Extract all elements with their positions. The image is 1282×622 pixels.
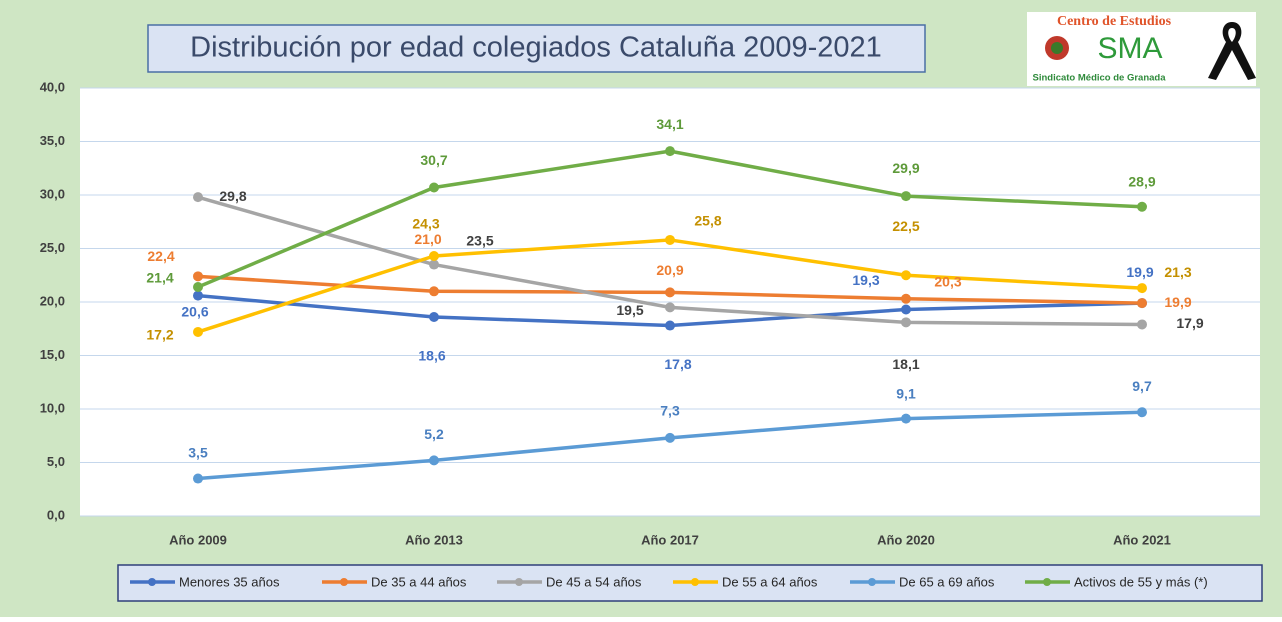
data-point	[901, 304, 911, 315]
data-label: 21,3	[1164, 264, 1191, 280]
data-point	[429, 182, 439, 193]
logo-title: Centro de Estudios	[1057, 14, 1172, 29]
chart-title: Distribución por edad colegiados Cataluñ…	[190, 32, 882, 64]
data-label: 21,0	[414, 231, 441, 247]
y-tick-label: 15,0	[40, 347, 65, 362]
legend-swatch	[340, 578, 348, 586]
data-label: 19,9	[1164, 294, 1191, 310]
data-label: 29,9	[892, 160, 919, 176]
x-tick-label: Año 2021	[1113, 532, 1171, 547]
data-label: 24,3	[412, 216, 439, 232]
data-label: 20,9	[656, 262, 683, 278]
data-point	[193, 326, 203, 337]
data-point	[665, 287, 675, 298]
y-tick-label: 35,0	[40, 133, 65, 148]
data-label: 25,8	[694, 213, 721, 229]
data-label: 9,1	[896, 385, 916, 401]
data-label: 28,9	[1128, 173, 1155, 189]
data-point	[193, 192, 203, 203]
data-point	[901, 293, 911, 304]
data-label: 22,5	[892, 218, 919, 234]
legend-swatch	[515, 578, 523, 586]
legend-label: De 45 a 54 años	[546, 574, 642, 589]
data-label: 19,9	[1126, 264, 1153, 280]
legend-swatch	[148, 578, 156, 586]
data-point	[429, 259, 439, 270]
data-label: 18,1	[892, 356, 919, 372]
data-point	[665, 146, 675, 157]
data-label: 22,4	[147, 248, 174, 264]
data-label: 29,8	[219, 188, 246, 204]
x-tick-label: Año 2020	[877, 532, 935, 547]
data-point	[665, 320, 675, 331]
data-label: 5,2	[424, 426, 444, 442]
data-point	[193, 473, 203, 484]
data-point	[193, 290, 203, 301]
data-point	[429, 286, 439, 297]
data-label: 3,5	[188, 444, 208, 460]
data-label: 20,3	[934, 273, 961, 289]
legend-label: Menores 35 años	[179, 574, 280, 589]
data-label: 9,7	[1132, 378, 1152, 394]
data-point	[1137, 283, 1147, 294]
legend-label: De 35 a 44 años	[371, 574, 467, 589]
data-point	[429, 250, 439, 261]
data-label: 20,6	[181, 303, 208, 319]
data-label: 17,8	[664, 356, 691, 372]
y-tick-label: 40,0	[40, 79, 65, 94]
data-point	[665, 234, 675, 245]
legend-label: De 65 a 69 años	[899, 574, 995, 589]
title-box	[147, 24, 926, 73]
data-point	[429, 311, 439, 322]
data-point	[193, 271, 203, 282]
data-point	[1137, 407, 1147, 418]
x-tick-label: Año 2009	[169, 532, 227, 547]
legend-swatch	[868, 578, 876, 586]
legend-swatch	[1043, 578, 1051, 586]
data-point	[429, 455, 439, 466]
data-point	[193, 282, 203, 293]
data-point	[1137, 319, 1147, 330]
x-tick-label: Año 2017	[641, 532, 699, 547]
legend-label: Activos de 55 y más (*)	[1074, 574, 1208, 589]
data-point	[1137, 201, 1147, 212]
y-tick-label: 25,0	[40, 240, 65, 255]
logo-ribbon	[1208, 22, 1256, 80]
data-label: 34,1	[656, 116, 683, 132]
data-point	[665, 302, 675, 313]
data-point	[901, 317, 911, 328]
data-label: 18,6	[418, 348, 445, 364]
data-label: 17,2	[146, 327, 173, 343]
y-tick-label: 10,0	[40, 400, 65, 415]
x-tick-label: Año 2013	[405, 532, 463, 547]
data-point	[901, 413, 911, 424]
y-tick-label: 30,0	[40, 186, 65, 201]
logo-icon	[1051, 42, 1063, 54]
data-label: 23,5	[466, 232, 493, 248]
data-label: 17,9	[1176, 315, 1203, 331]
y-tick-label: 20,0	[40, 293, 65, 308]
y-tick-label: 0,0	[47, 507, 65, 522]
data-point	[901, 270, 911, 281]
logo-subtitle: Sindicato Médico de Granada	[1032, 73, 1166, 84]
data-label: 21,4	[146, 270, 173, 286]
data-point	[1137, 298, 1147, 309]
legend-swatch	[691, 578, 699, 586]
data-label: 19,5	[616, 302, 643, 318]
data-label: 19,3	[852, 272, 879, 288]
data-point	[901, 191, 911, 202]
legend-label: De 55 a 64 años	[722, 574, 818, 589]
logo-mark: SMA	[1097, 32, 1162, 65]
data-point	[665, 432, 675, 443]
y-tick-label: 5,0	[47, 454, 65, 469]
data-label: 30,7	[420, 152, 447, 168]
data-label: 7,3	[660, 403, 680, 419]
